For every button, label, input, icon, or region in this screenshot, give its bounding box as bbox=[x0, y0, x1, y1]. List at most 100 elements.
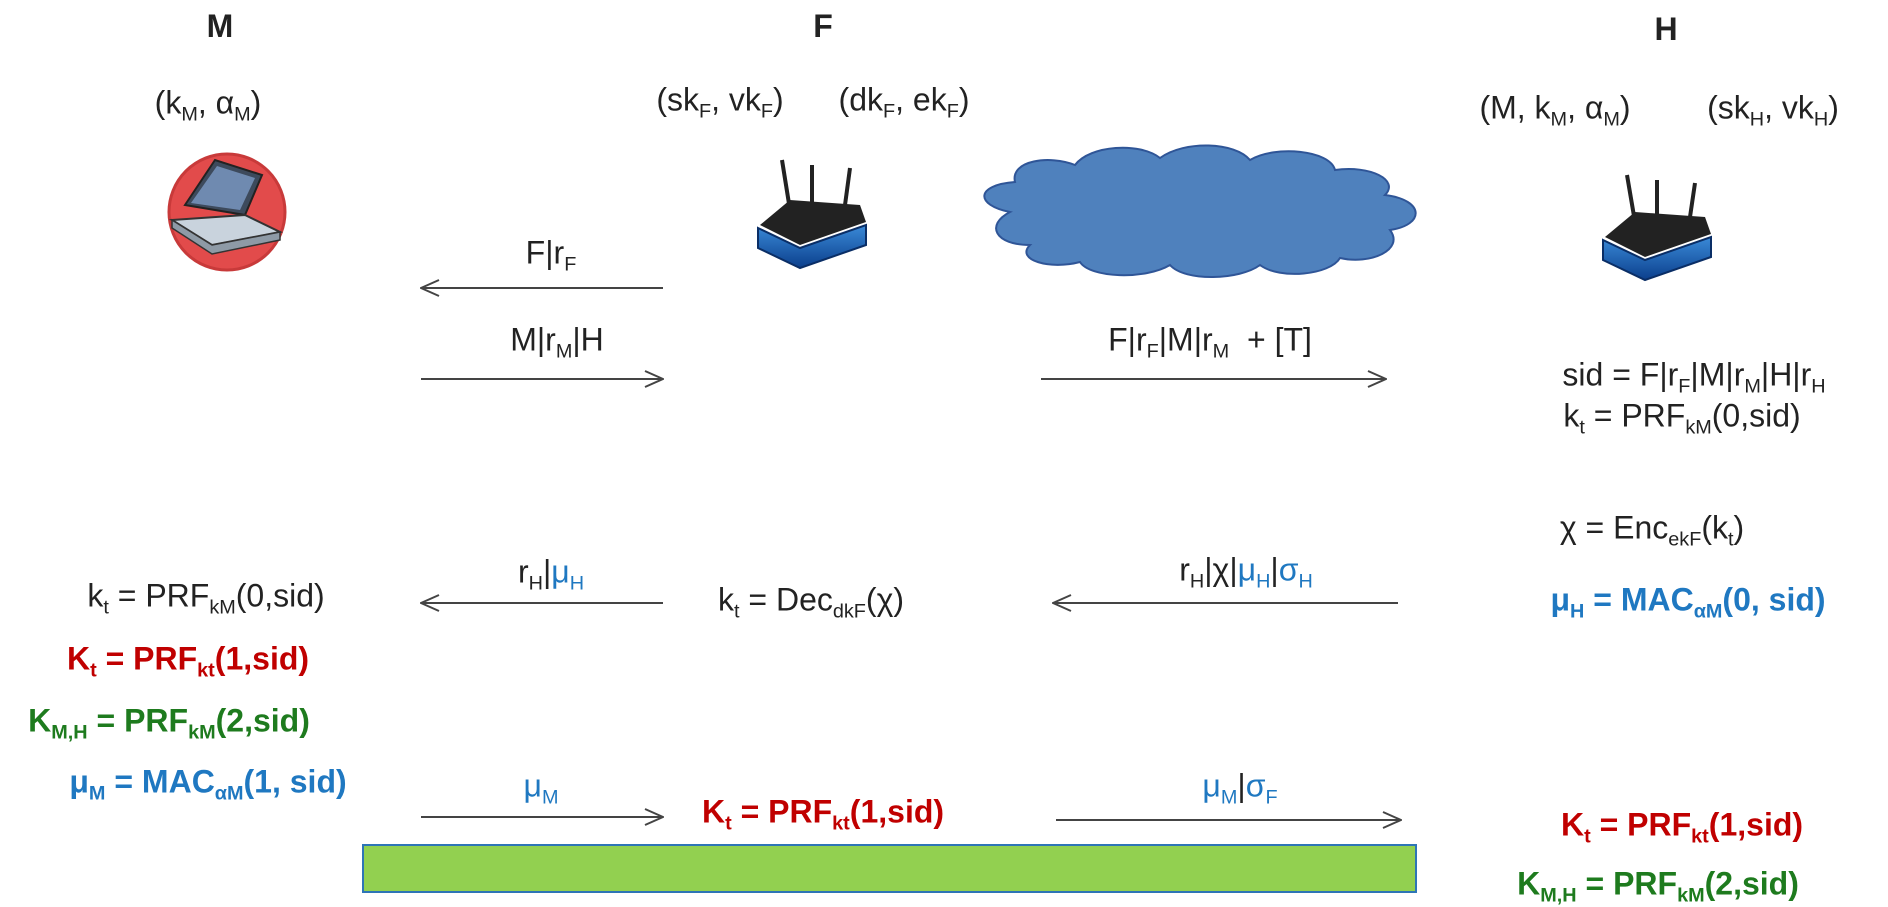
router-icon bbox=[758, 160, 866, 268]
text-run: (1,sid) bbox=[1709, 807, 1803, 843]
text-run: ) bbox=[1620, 90, 1631, 126]
router-icon bbox=[1603, 175, 1711, 280]
text-run: (dk bbox=[839, 82, 883, 118]
cloud bbox=[984, 145, 1415, 277]
subscript: H bbox=[1190, 571, 1204, 593]
subscript: M bbox=[1744, 376, 1761, 398]
text-run: (M, k bbox=[1479, 90, 1550, 126]
subscript: F bbox=[699, 101, 711, 123]
text-run: (sk bbox=[1707, 90, 1750, 126]
text-run: F bbox=[813, 8, 833, 44]
subscript: M bbox=[1603, 109, 1620, 131]
text-run: = MAC bbox=[1584, 582, 1693, 618]
subscript: M bbox=[1213, 341, 1230, 363]
text-run: ) bbox=[1828, 90, 1839, 126]
text-run: K bbox=[67, 641, 90, 677]
text-run: K bbox=[1561, 807, 1584, 843]
text-run: |H bbox=[572, 322, 603, 358]
text-run: |H|r bbox=[1761, 357, 1811, 393]
subscript: F bbox=[1147, 341, 1159, 363]
text-run: k bbox=[87, 578, 103, 614]
text-run: |χ| bbox=[1204, 552, 1237, 588]
subscript: kt bbox=[197, 660, 215, 682]
subscript: kM bbox=[1677, 885, 1705, 907]
text-run: σ bbox=[1246, 768, 1266, 804]
subscript: H bbox=[1814, 109, 1828, 131]
text-run: ) bbox=[773, 82, 784, 118]
label: χ = EncekF(kt) bbox=[1560, 512, 1744, 551]
subscript: F bbox=[1265, 787, 1277, 809]
subscript: kt bbox=[832, 813, 850, 835]
label: Kt = PRFkt(1,sid) bbox=[702, 796, 944, 835]
label: sid = F|rF|M|rM|H|rH bbox=[1562, 359, 1825, 398]
subscript: αM bbox=[215, 783, 244, 805]
text-run: = PRF bbox=[97, 641, 197, 677]
text-run: = PRF bbox=[1585, 398, 1685, 434]
text-run: μ bbox=[1238, 552, 1256, 588]
text-run: (0,sid) bbox=[1712, 398, 1801, 434]
label: M|rM|H bbox=[510, 324, 604, 363]
label: μH = MACαM(0, sid) bbox=[1550, 584, 1825, 623]
subscript: kM bbox=[209, 597, 235, 619]
text-run: (1,sid) bbox=[850, 794, 944, 830]
session-bar bbox=[363, 845, 1416, 892]
text-run: (0,sid) bbox=[236, 578, 325, 614]
laptop-icon bbox=[169, 154, 285, 270]
label: μM|σF bbox=[1202, 770, 1277, 809]
text-run: k bbox=[1563, 398, 1579, 434]
subscript: H bbox=[529, 573, 543, 595]
label: (M, kM, αM) bbox=[1479, 92, 1630, 131]
text-run: = Dec bbox=[739, 582, 832, 618]
subscript: kt bbox=[1691, 826, 1709, 848]
subscript: F bbox=[1678, 376, 1690, 398]
text-run: μ bbox=[1550, 582, 1570, 618]
text-run: , vk bbox=[1764, 90, 1814, 126]
text-run: , α bbox=[1567, 90, 1603, 126]
subscript: M bbox=[181, 104, 198, 126]
text-run: , α bbox=[198, 85, 234, 121]
subscript: dkF bbox=[833, 601, 866, 623]
subscript: F bbox=[564, 254, 576, 276]
text-run: (k bbox=[155, 85, 182, 121]
label: (dkF, ekF) bbox=[839, 84, 970, 123]
text-run: σ bbox=[1279, 552, 1299, 588]
label: rH|μH bbox=[518, 556, 584, 595]
subscript: H bbox=[570, 573, 584, 595]
label: F|rF|M|rM + [T] bbox=[1108, 324, 1312, 363]
text-run: r bbox=[518, 554, 529, 590]
label: F bbox=[813, 10, 833, 42]
text-run: = PRF bbox=[109, 578, 209, 614]
text-run: , ek bbox=[895, 82, 947, 118]
text-run: r bbox=[1179, 552, 1190, 588]
diagram: MFH(kM, αM)(skF, vkF)(dkF, ekF)(M, kM, α… bbox=[0, 0, 1888, 907]
label: Kt = PRFkt(1,sid) bbox=[67, 643, 309, 682]
subscript: kM bbox=[1685, 417, 1711, 439]
label: kt = PRFkM(0,sid) bbox=[1563, 400, 1800, 439]
subscript: H bbox=[1750, 109, 1764, 131]
text-run: = PRF bbox=[1591, 807, 1691, 843]
text-run: = MAC bbox=[105, 764, 214, 800]
text-run: = PRF bbox=[1577, 866, 1677, 902]
label: kt = PRFkM(0,sid) bbox=[87, 580, 324, 619]
text-run: = PRF bbox=[732, 794, 832, 830]
text-run: (χ) bbox=[866, 582, 904, 618]
subscript: t bbox=[90, 660, 97, 682]
label: (skF, vkF) bbox=[656, 84, 783, 123]
text-run: = PRF bbox=[88, 703, 188, 739]
text-run: (k bbox=[1701, 510, 1728, 546]
text-run: ) bbox=[1733, 510, 1744, 546]
label: KM,H = PRFkM(2,sid) bbox=[28, 705, 310, 744]
subscript: F bbox=[947, 101, 959, 123]
subscript: kM bbox=[188, 722, 216, 744]
subscript: ekF bbox=[1668, 529, 1701, 551]
subscript: F bbox=[883, 101, 895, 123]
subscript: M bbox=[542, 787, 559, 809]
text-run: H bbox=[1654, 11, 1677, 47]
label: Kt = PRFkt(1,sid) bbox=[1561, 809, 1803, 848]
subscript: M bbox=[1551, 109, 1568, 131]
subscript: H bbox=[1298, 571, 1312, 593]
subscript: t bbox=[1584, 826, 1591, 848]
label: F|rF bbox=[526, 237, 577, 276]
text-run: |M|r bbox=[1159, 322, 1213, 358]
label: μM bbox=[524, 770, 559, 809]
